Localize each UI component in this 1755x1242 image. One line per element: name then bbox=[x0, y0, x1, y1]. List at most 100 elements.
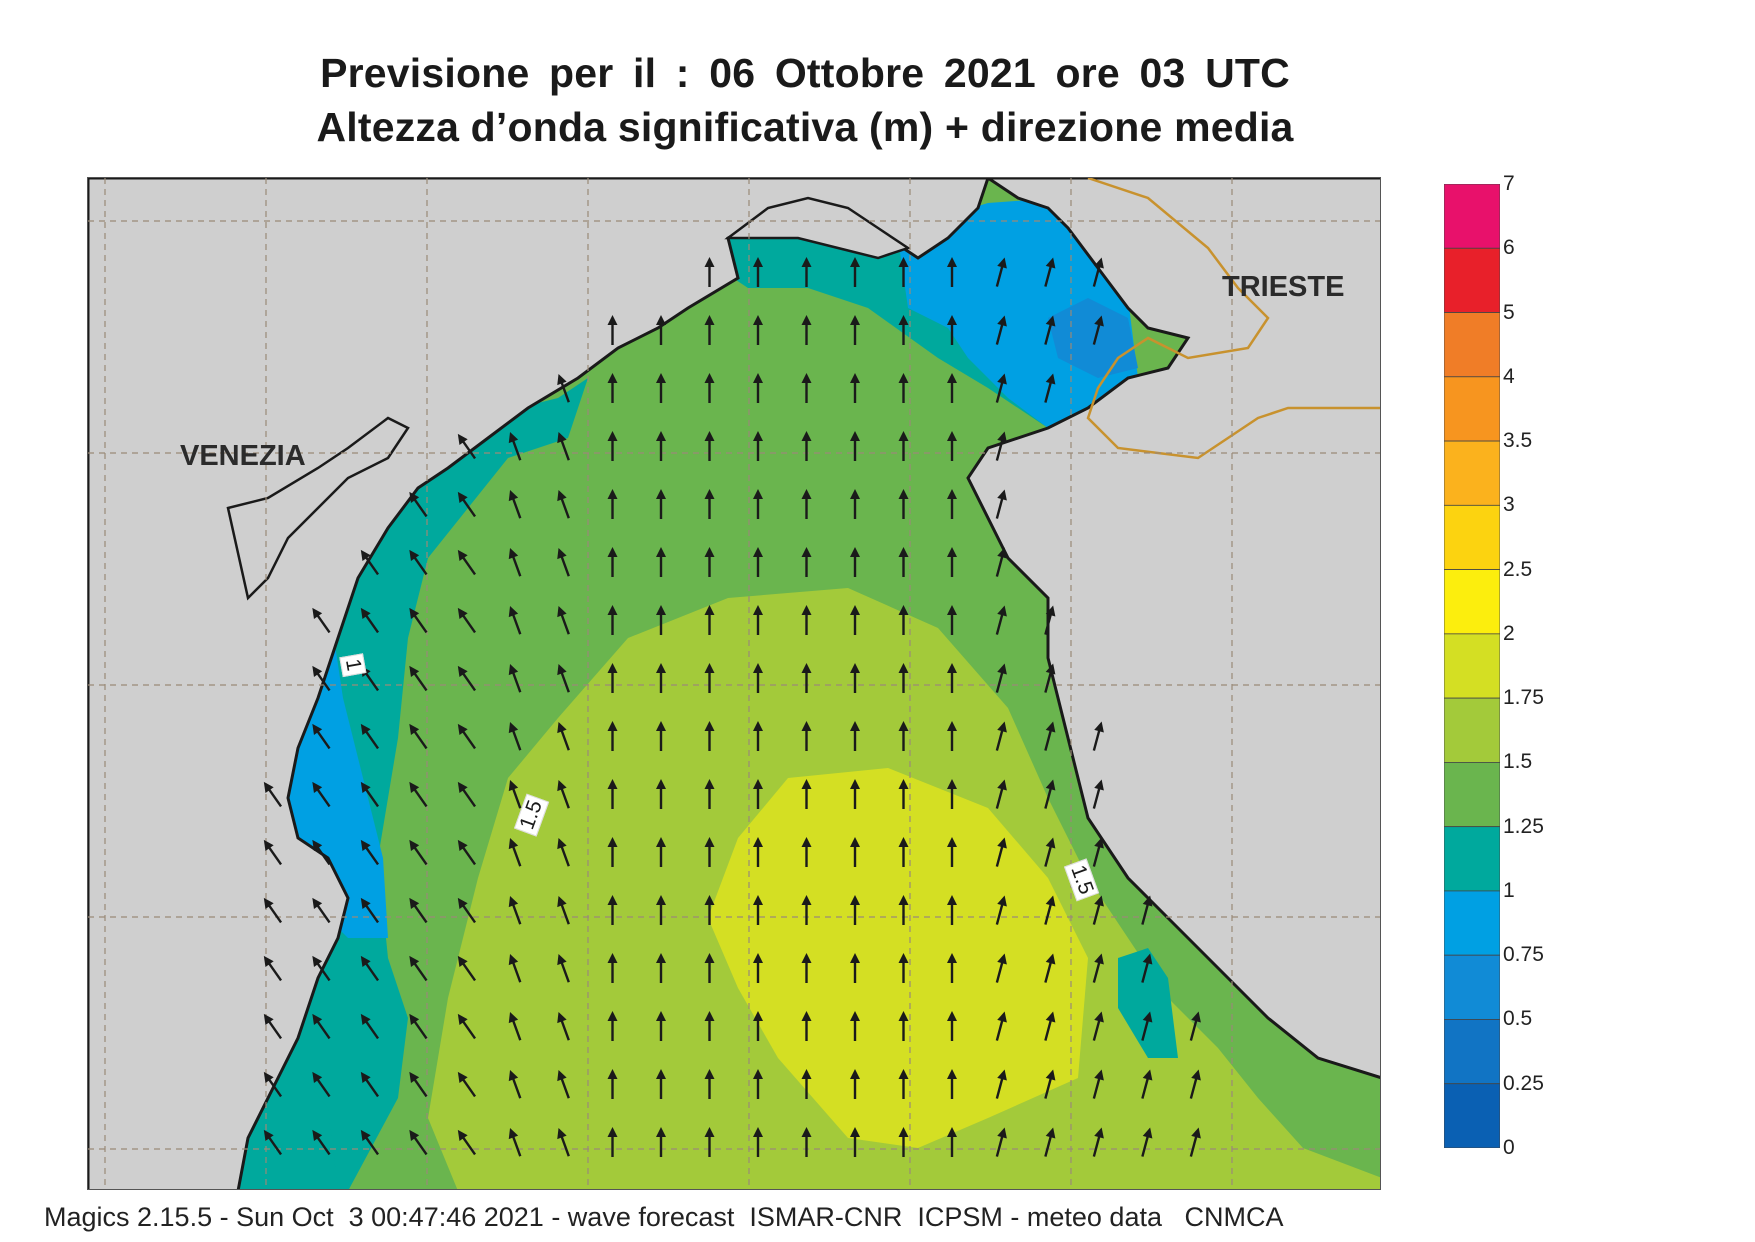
wave-direction-arrow bbox=[995, 663, 1007, 693]
wave-direction-arrow bbox=[360, 607, 380, 634]
wave-direction-arrow bbox=[704, 1069, 715, 1099]
wave-direction-arrow bbox=[947, 895, 957, 925]
wave-direction-arrow bbox=[801, 373, 812, 403]
wave-direction-arrow bbox=[704, 953, 715, 983]
wave-direction-arrow bbox=[656, 779, 666, 809]
wave-direction-arrow bbox=[1092, 315, 1104, 345]
wave-direction-arrow bbox=[801, 663, 812, 693]
wave-direction-arrow bbox=[898, 315, 909, 345]
wave-direction-arrow bbox=[557, 431, 570, 461]
wave-direction-arrow bbox=[947, 779, 957, 809]
wave-direction-arrow bbox=[898, 1127, 909, 1157]
wave-direction-arrow bbox=[607, 605, 618, 635]
legend-tick-label: 3.5 bbox=[1503, 429, 1533, 453]
wave-direction-arrow bbox=[753, 257, 763, 287]
wave-direction-arrow bbox=[850, 1127, 860, 1157]
wave-direction-arrow bbox=[409, 723, 428, 750]
wave-direction-arrow bbox=[409, 491, 428, 518]
wave-direction-arrow bbox=[850, 431, 860, 461]
wave-direction-arrow bbox=[457, 781, 477, 808]
legend-tick-label: 0 bbox=[1503, 1136, 1515, 1159]
wave-direction-arrow bbox=[801, 837, 812, 867]
wave-direction-arrow bbox=[947, 373, 957, 403]
wave-direction-arrow bbox=[995, 489, 1007, 519]
wave-direction-arrow bbox=[753, 1069, 763, 1099]
wave-direction-arrow bbox=[898, 1011, 909, 1041]
wave-direction-arrow bbox=[801, 547, 812, 577]
forecast-subtitle: Altezza d’onda significativa (m) + direz… bbox=[316, 104, 1294, 150]
legend-band-7 bbox=[1444, 633, 1500, 699]
wave-direction-arrow bbox=[850, 257, 860, 287]
wave-direction-arrow bbox=[457, 955, 477, 982]
wave-direction-arrow bbox=[409, 897, 428, 924]
wave-direction-arrow bbox=[656, 431, 666, 461]
wave-direction-arrow bbox=[607, 373, 618, 403]
wave-direction-arrow bbox=[1092, 953, 1104, 983]
wave-direction-arrow bbox=[312, 1129, 331, 1156]
wave-direction-arrow bbox=[409, 955, 428, 982]
field-1.75-2 bbox=[708, 768, 1088, 1148]
wave-direction-arrow bbox=[263, 1013, 283, 1040]
wave-direction-arrow bbox=[508, 1011, 522, 1041]
wave-direction-arrow bbox=[508, 663, 522, 693]
wave-direction-arrow bbox=[850, 779, 860, 809]
wave-direction-arrow bbox=[557, 1069, 570, 1099]
wave-direction-arrow bbox=[753, 895, 763, 925]
lagoon-marano bbox=[724, 196, 911, 260]
color-legend bbox=[1444, 184, 1500, 1148]
wave-direction-arrow bbox=[704, 1011, 715, 1041]
legend-tick-label: 7 bbox=[1503, 172, 1515, 195]
wave-direction-arrow bbox=[607, 779, 618, 809]
legend-tick-label: 2.5 bbox=[1503, 557, 1533, 581]
wave-direction-arrow bbox=[557, 547, 570, 577]
wave-direction-arrow bbox=[850, 1069, 860, 1099]
wave-direction-arrow bbox=[508, 779, 522, 809]
wave-direction-arrow bbox=[704, 663, 715, 693]
wave-direction-arrow bbox=[801, 257, 812, 287]
wave-direction-arrow bbox=[263, 839, 283, 866]
wave-direction-arrow bbox=[457, 839, 477, 866]
wave-direction-arrow bbox=[898, 837, 909, 867]
wave-direction-arrow bbox=[607, 547, 618, 577]
wave-direction-arrow bbox=[850, 663, 860, 693]
wave-direction-arrow bbox=[457, 897, 477, 924]
wave-direction-arrow bbox=[656, 895, 666, 925]
wave-direction-arrow bbox=[557, 953, 570, 983]
wave-direction-arrow bbox=[947, 1127, 957, 1157]
legend-tick-label: 2 bbox=[1503, 621, 1515, 645]
wave-direction-arrow bbox=[947, 315, 957, 345]
wave-direction-arrow bbox=[409, 781, 428, 808]
legend-tick-label: 1.5 bbox=[1503, 750, 1533, 774]
wave-direction-arrow bbox=[1044, 953, 1056, 983]
forecast-title: Previsione per il : 06 Ottobre 2021 ore … bbox=[320, 50, 1290, 96]
wave-direction-arrow bbox=[995, 1069, 1007, 1099]
wave-direction-arrow bbox=[801, 721, 812, 751]
wave-direction-arrow bbox=[607, 431, 618, 461]
wave-direction-arrow bbox=[607, 315, 618, 345]
wave-direction-arrow bbox=[753, 315, 763, 345]
wave-direction-arrow bbox=[1141, 1127, 1153, 1157]
wave-direction-arrow bbox=[753, 605, 763, 635]
state-border bbox=[1086, 178, 1380, 460]
wave-direction-arrow bbox=[801, 489, 812, 519]
wave-direction-arrow bbox=[947, 489, 957, 519]
wave-direction-arrow bbox=[409, 1013, 428, 1040]
legend-tick-label: 1 bbox=[1503, 878, 1515, 902]
wave-direction-arrow bbox=[801, 779, 812, 809]
wave-direction-arrow bbox=[898, 779, 909, 809]
wave-direction-arrow bbox=[557, 663, 570, 693]
wave-direction-arrow bbox=[1141, 953, 1153, 983]
wave-direction-arrow bbox=[656, 1069, 666, 1099]
wave-direction-arrow bbox=[1044, 895, 1056, 925]
wave-direction-arrow bbox=[704, 373, 715, 403]
wave-direction-arrow bbox=[557, 489, 570, 519]
legend-band-4 bbox=[1444, 440, 1500, 506]
wave-direction-arrow bbox=[607, 1069, 618, 1099]
wave-direction-arrow bbox=[409, 549, 428, 576]
map-grid bbox=[88, 178, 1380, 1189]
wave-direction-arrow bbox=[656, 605, 666, 635]
wave-direction-arrow bbox=[457, 665, 477, 692]
wave-direction-arrow bbox=[508, 1069, 522, 1099]
wave-direction-arrow bbox=[607, 489, 618, 519]
wave-direction-arrow bbox=[850, 837, 860, 867]
